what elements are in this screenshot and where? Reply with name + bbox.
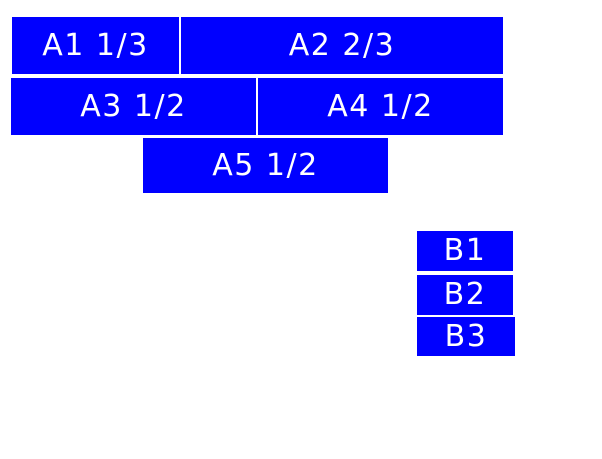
block-b3: B3: [417, 317, 515, 356]
block-a3: A3 1/2: [11, 78, 256, 135]
block-a5: A5 1/2: [143, 138, 388, 193]
block-a1: A1 1/3: [12, 17, 179, 74]
block-b1: B1: [417, 231, 513, 271]
block-b2: B2: [417, 275, 513, 315]
block-a4: A4 1/2: [258, 78, 503, 135]
block-a2: A2 2/3: [181, 17, 503, 74]
